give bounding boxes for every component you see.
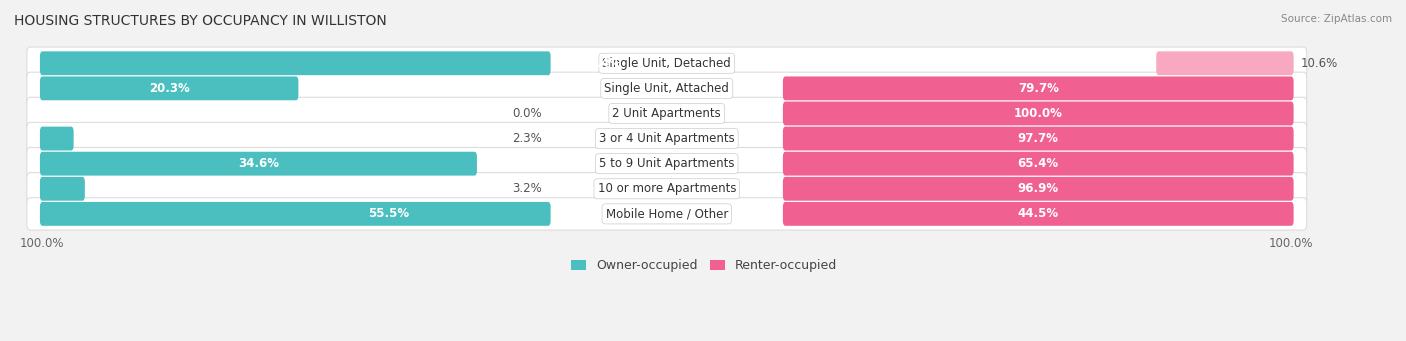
FancyBboxPatch shape bbox=[783, 152, 1294, 176]
Text: 97.7%: 97.7% bbox=[1018, 132, 1059, 145]
FancyBboxPatch shape bbox=[27, 173, 1306, 205]
Text: 3.2%: 3.2% bbox=[512, 182, 541, 195]
FancyBboxPatch shape bbox=[39, 76, 298, 100]
Text: 2 Unit Apartments: 2 Unit Apartments bbox=[613, 107, 721, 120]
Text: 10 or more Apartments: 10 or more Apartments bbox=[598, 182, 735, 195]
FancyBboxPatch shape bbox=[783, 202, 1294, 226]
Text: 44.5%: 44.5% bbox=[1018, 207, 1059, 220]
FancyBboxPatch shape bbox=[783, 102, 1294, 125]
Text: 20.3%: 20.3% bbox=[149, 82, 190, 95]
FancyBboxPatch shape bbox=[39, 152, 477, 176]
Text: Source: ZipAtlas.com: Source: ZipAtlas.com bbox=[1281, 14, 1392, 24]
Text: 10.6%: 10.6% bbox=[1301, 57, 1339, 70]
FancyBboxPatch shape bbox=[27, 122, 1306, 155]
FancyBboxPatch shape bbox=[39, 202, 551, 226]
Text: 5 to 9 Unit Apartments: 5 to 9 Unit Apartments bbox=[599, 157, 734, 170]
FancyBboxPatch shape bbox=[783, 177, 1294, 201]
Text: 55.5%: 55.5% bbox=[368, 207, 409, 220]
FancyBboxPatch shape bbox=[783, 127, 1294, 150]
FancyBboxPatch shape bbox=[39, 127, 73, 150]
FancyBboxPatch shape bbox=[39, 177, 84, 201]
Text: 2.3%: 2.3% bbox=[512, 132, 541, 145]
FancyBboxPatch shape bbox=[39, 51, 551, 75]
Legend: Owner-occupied, Renter-occupied: Owner-occupied, Renter-occupied bbox=[567, 254, 842, 277]
FancyBboxPatch shape bbox=[27, 72, 1306, 105]
Text: 34.6%: 34.6% bbox=[238, 157, 278, 170]
Text: 0.0%: 0.0% bbox=[512, 107, 541, 120]
FancyBboxPatch shape bbox=[1156, 51, 1294, 75]
FancyBboxPatch shape bbox=[27, 97, 1306, 130]
Text: Single Unit, Attached: Single Unit, Attached bbox=[605, 82, 730, 95]
FancyBboxPatch shape bbox=[27, 147, 1306, 180]
Text: 96.9%: 96.9% bbox=[1018, 182, 1059, 195]
Text: 89.4%: 89.4% bbox=[581, 57, 621, 70]
FancyBboxPatch shape bbox=[27, 47, 1306, 79]
Text: 100.0%: 100.0% bbox=[1014, 107, 1063, 120]
Text: HOUSING STRUCTURES BY OCCUPANCY IN WILLISTON: HOUSING STRUCTURES BY OCCUPANCY IN WILLI… bbox=[14, 14, 387, 28]
Text: 3 or 4 Unit Apartments: 3 or 4 Unit Apartments bbox=[599, 132, 734, 145]
FancyBboxPatch shape bbox=[783, 76, 1294, 100]
Text: Mobile Home / Other: Mobile Home / Other bbox=[606, 207, 728, 220]
Text: Single Unit, Detached: Single Unit, Detached bbox=[602, 57, 731, 70]
FancyBboxPatch shape bbox=[27, 198, 1306, 230]
Text: 65.4%: 65.4% bbox=[1018, 157, 1059, 170]
Text: 79.7%: 79.7% bbox=[1018, 82, 1059, 95]
